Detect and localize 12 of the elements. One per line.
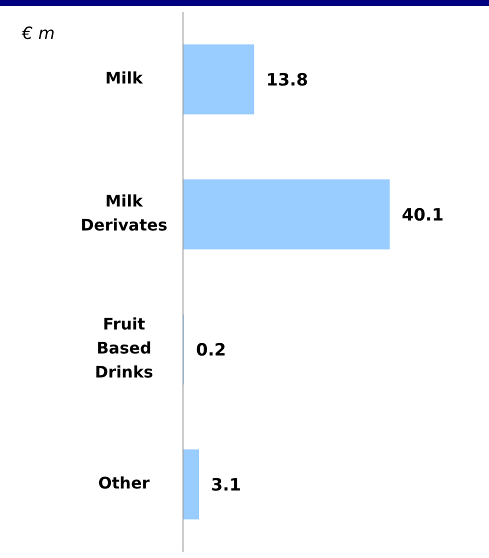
data-label: 40.1 — [402, 205, 444, 226]
y-tick-label: Other — [98, 474, 150, 493]
data-label: 3.1 — [210, 475, 242, 496]
bar — [183, 179, 390, 250]
data-label: 0.2 — [196, 340, 226, 360]
bar — [183, 449, 199, 520]
y-tick-label: Milk — [105, 68, 144, 88]
data-label: 13.8 — [266, 70, 308, 90]
bar — [183, 44, 254, 114]
y-tick-label: Fruit Based Drinks — [94, 314, 154, 382]
text: € m — [22, 24, 55, 44]
y-tick-label: Milk Derivates — [80, 192, 168, 235]
